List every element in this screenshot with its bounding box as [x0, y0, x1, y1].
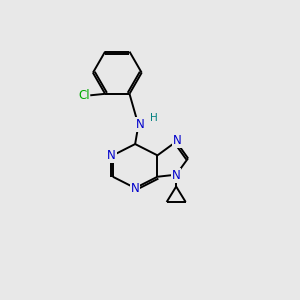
Text: N: N — [172, 169, 181, 182]
Text: Cl: Cl — [78, 89, 89, 102]
Text: N: N — [173, 134, 182, 147]
Text: N: N — [136, 118, 144, 131]
Text: N: N — [131, 182, 140, 195]
Text: N: N — [107, 149, 116, 162]
Text: H: H — [150, 112, 158, 123]
